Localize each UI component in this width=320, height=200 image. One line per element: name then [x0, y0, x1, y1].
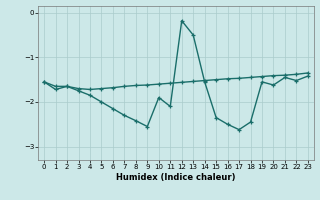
- X-axis label: Humidex (Indice chaleur): Humidex (Indice chaleur): [116, 173, 236, 182]
